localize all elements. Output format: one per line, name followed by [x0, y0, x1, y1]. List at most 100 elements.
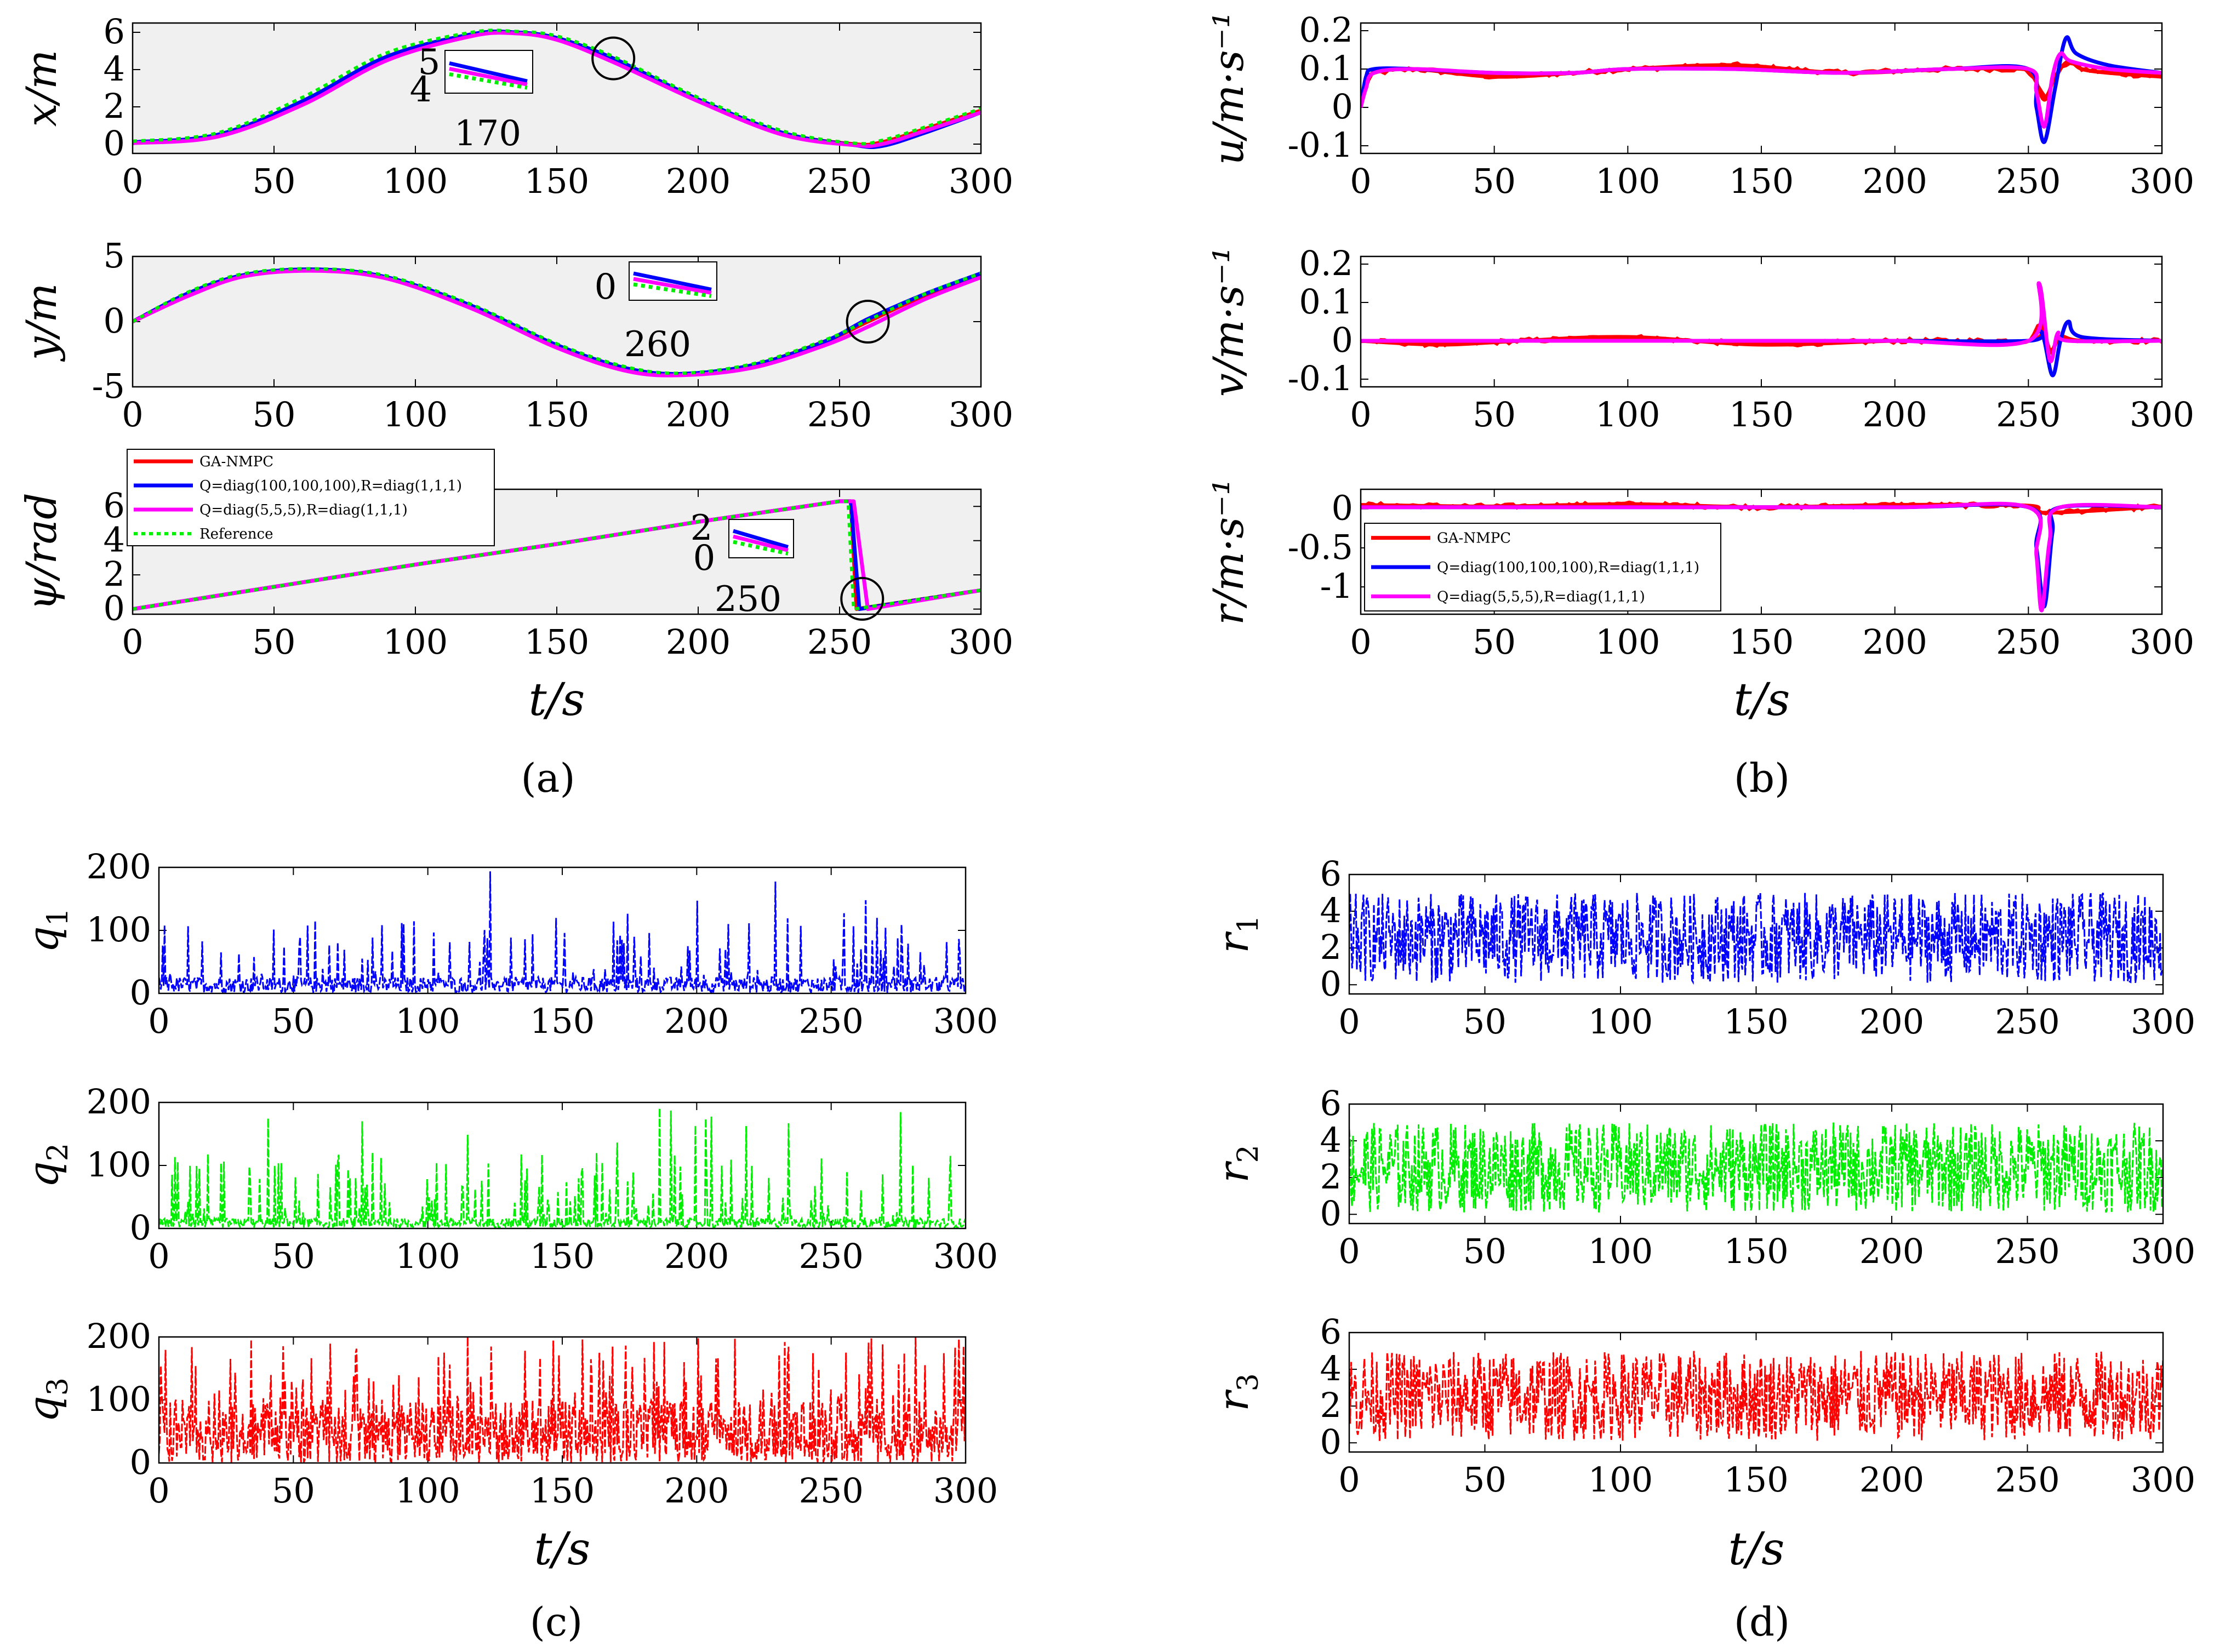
- x-tick-label: 0: [1350, 161, 1371, 201]
- y-tick-label: 5: [104, 236, 125, 276]
- y-tick-label: 2: [1320, 927, 1342, 967]
- series-reference: [133, 499, 981, 611]
- y-axis-label: q2: [19, 1143, 75, 1188]
- x-tick-label: 0: [1350, 395, 1371, 435]
- plot-area: [159, 867, 966, 993]
- plot-frame: [1360, 488, 2163, 615]
- series-ga-nmpc-noise: [1361, 61, 2162, 107]
- x-tick-label: 100: [383, 395, 448, 435]
- y-tick-label: 0.2: [1299, 10, 1353, 50]
- panel-labels: (a) (b) (c) (d): [521, 755, 1790, 1645]
- y-tick-label: 0: [104, 588, 125, 628]
- panel-label-a: (a): [521, 755, 575, 801]
- y-axis-label: y/m: [17, 283, 66, 362]
- x-tick-label: 200: [1859, 1002, 1924, 1042]
- panel-label-d: (d): [1734, 1599, 1790, 1645]
- y-tick-label: 0: [1332, 87, 1353, 127]
- y-axis-label-main: q: [19, 1396, 67, 1422]
- y-tick-label: 0: [1332, 488, 1353, 528]
- x-tick-label: 300: [933, 1236, 998, 1276]
- x-tick-label: 0: [122, 395, 143, 435]
- x-tick-label: 50: [253, 395, 296, 435]
- series-q-diag-5-5-5-r-diag-1-1-1-: [1361, 51, 2162, 129]
- plot-frame: [158, 866, 967, 994]
- legend-entry: Q=diag(100,100,100),R=diag(1,1,1): [199, 478, 462, 494]
- x-axis-label: t/s: [534, 1523, 591, 1575]
- zoom-series: [733, 529, 789, 549]
- chart-c1: 0 50 100 150 200 250 300 0 100 200 q1: [19, 847, 998, 1041]
- y-axis-label: q3: [19, 1377, 75, 1422]
- zoom-x-label: 250: [715, 579, 781, 620]
- x-tick-label: 200: [666, 161, 731, 201]
- x-tick-label: 300: [2131, 1231, 2195, 1271]
- zoom-series: [449, 66, 528, 87]
- y-tick-label: -0.1: [1287, 125, 1353, 165]
- y-tick-label: 0: [1332, 320, 1353, 360]
- y-tick-label: 4: [1320, 1120, 1342, 1160]
- series-q-diag-5-5-5-r-diag-1-1-1-: [133, 268, 981, 378]
- x-tick-label: 200: [664, 1236, 729, 1276]
- zoom-series: [449, 61, 528, 83]
- y-tick-label: 100: [87, 1145, 151, 1185]
- series-group: [133, 267, 981, 378]
- y-axis-label: r1: [1209, 915, 1265, 953]
- x-tick-label: 300: [2131, 1460, 2195, 1500]
- y-tick-label: 2: [1320, 1385, 1342, 1425]
- plot-frame: [132, 488, 982, 615]
- y-tick-label: 0: [104, 123, 125, 163]
- x-tick-label: 150: [530, 1471, 595, 1511]
- y-tick-label: -0.5: [1287, 527, 1353, 567]
- y-axis-label-sub: 2: [42, 1143, 75, 1161]
- y-tick-label: 200: [87, 1082, 151, 1122]
- x-tick-label: 100: [1588, 1231, 1653, 1271]
- x-tick-label: 300: [933, 1001, 998, 1041]
- y-tick-label: 0: [130, 973, 151, 1013]
- series-group: [133, 499, 981, 611]
- x-tick-label: 100: [1588, 1002, 1653, 1042]
- x-tick-label: 150: [524, 161, 589, 201]
- x-tick-label: 0: [122, 161, 143, 201]
- y-tick-label: 2: [104, 86, 125, 126]
- x-tick-label: 150: [1729, 622, 1794, 662]
- y-tick-label: 4: [1320, 890, 1342, 930]
- x-tick-label: 150: [1729, 161, 1794, 201]
- x-tick-label: 200: [1862, 161, 1927, 201]
- x-tick-label: 250: [798, 1471, 863, 1511]
- x-tick-label: 200: [666, 395, 731, 435]
- x-tick-label: 300: [949, 622, 1013, 662]
- x-tick-label: 250: [1996, 395, 2061, 435]
- y-tick-label: -1: [1320, 566, 1353, 606]
- x-axis-label: t/s: [1728, 1523, 1785, 1575]
- chart-c3: 0 50 100 150 200 250 300 0 100 200 q3 t/s: [19, 1316, 998, 1575]
- y-tick-label: 6: [1320, 1312, 1342, 1352]
- x-tick-label: 150: [530, 1236, 595, 1276]
- plot-frame: [1360, 22, 2163, 155]
- series-group: [1361, 500, 2162, 613]
- x-tick-label: 0: [148, 1236, 169, 1276]
- x-tick-label: 250: [1996, 161, 2061, 201]
- y-tick-label: 0: [1320, 1422, 1342, 1462]
- x-tick-label: 0: [148, 1001, 169, 1041]
- zoom-x-label: 170: [454, 113, 521, 154]
- x-tick-label: 250: [1995, 1231, 2059, 1271]
- y-tick-label: 0.1: [1299, 48, 1353, 88]
- panel-label-b: (b): [1734, 755, 1790, 801]
- y-axis-label-main: r: [1209, 1389, 1258, 1411]
- y-axis-label: r/m·s⁻¹: [1204, 478, 1253, 625]
- x-axis-label: t/s: [1734, 674, 1790, 726]
- y-tick-label: 2: [104, 554, 125, 594]
- y-tick-label: 6: [104, 485, 125, 525]
- y-tick-label: 6: [1320, 854, 1342, 894]
- series-group: [159, 1337, 966, 1463]
- y-axis-label-sub: 1: [1232, 915, 1265, 933]
- x-tick-label: 50: [272, 1001, 315, 1041]
- y-tick-label: 100: [87, 1379, 151, 1419]
- y-axis-label-main: q: [19, 1161, 67, 1188]
- zoom-series: [633, 271, 712, 291]
- zoom-x-label: 260: [624, 324, 691, 365]
- x-tick-label: 200: [1862, 622, 1927, 662]
- x-tick-label: 50: [1473, 622, 1516, 662]
